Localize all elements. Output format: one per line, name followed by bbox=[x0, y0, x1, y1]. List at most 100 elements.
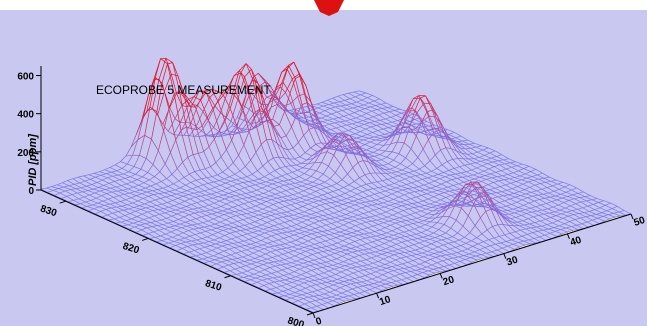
mesh-line bbox=[201, 117, 208, 127]
mesh-line bbox=[267, 90, 276, 105]
mesh-line bbox=[294, 198, 302, 203]
mesh-line bbox=[269, 281, 275, 284]
mesh-line bbox=[200, 230, 206, 234]
mesh-line bbox=[497, 224, 505, 236]
mesh-line bbox=[347, 167, 353, 175]
mesh-line bbox=[519, 209, 526, 212]
mesh-line bbox=[205, 193, 212, 196]
mesh-line bbox=[338, 281, 345, 284]
mesh-line bbox=[605, 205, 613, 209]
mesh-line bbox=[434, 251, 440, 254]
mesh-line bbox=[410, 196, 417, 200]
mesh-line bbox=[254, 221, 262, 226]
mesh-line bbox=[338, 208, 345, 212]
mesh-line bbox=[126, 218, 132, 221]
red-marker-icon bbox=[314, 0, 344, 16]
mesh-line bbox=[59, 192, 67, 197]
mesh-line bbox=[497, 159, 504, 162]
mesh-line bbox=[375, 197, 382, 201]
mesh-line bbox=[404, 251, 411, 253]
mesh-line bbox=[118, 194, 125, 197]
mesh-line bbox=[223, 193, 229, 196]
mesh-line bbox=[392, 249, 398, 252]
mesh-line bbox=[354, 131, 361, 135]
mesh-line bbox=[568, 214, 574, 217]
mesh-line bbox=[301, 184, 308, 187]
mesh-line bbox=[281, 173, 288, 177]
mesh-line bbox=[389, 203, 396, 206]
mesh-line bbox=[516, 199, 523, 203]
mesh-line bbox=[568, 198, 575, 201]
mesh-line bbox=[578, 212, 585, 214]
mesh-line bbox=[95, 176, 103, 181]
mesh-line bbox=[185, 126, 194, 155]
mesh-line bbox=[102, 198, 109, 202]
mesh-line bbox=[349, 96, 356, 100]
mesh-line bbox=[293, 284, 299, 288]
mesh-line bbox=[263, 285, 271, 290]
mesh-line bbox=[231, 199, 238, 203]
mesh-line bbox=[169, 225, 175, 228]
mesh-line bbox=[172, 234, 178, 238]
mesh-line bbox=[355, 223, 362, 227]
mesh-line bbox=[332, 300, 340, 304]
mesh-line bbox=[171, 73, 179, 77]
mesh-line bbox=[198, 153, 206, 169]
mesh-line bbox=[482, 257, 488, 259]
mesh-line bbox=[387, 107, 395, 111]
mesh-line bbox=[483, 170, 491, 175]
mesh-line bbox=[377, 239, 385, 244]
mesh-line bbox=[515, 215, 522, 218]
mesh-line bbox=[164, 191, 170, 194]
mesh-line bbox=[325, 260, 332, 263]
mesh-line bbox=[323, 235, 331, 240]
mesh-line bbox=[297, 167, 303, 171]
mesh-line bbox=[371, 255, 377, 259]
mesh-line bbox=[295, 164, 303, 169]
mesh-line bbox=[188, 96, 195, 100]
mesh-line bbox=[211, 250, 219, 254]
mesh-line bbox=[418, 95, 425, 104]
mesh-line bbox=[533, 216, 541, 222]
mesh-line bbox=[321, 283, 329, 288]
mesh-line bbox=[581, 200, 587, 203]
mesh-line bbox=[503, 179, 511, 184]
mesh-line bbox=[315, 228, 323, 232]
mesh-line bbox=[173, 122, 181, 135]
mesh-line bbox=[110, 187, 118, 192]
mesh-line bbox=[239, 70, 245, 78]
mesh-line bbox=[429, 115, 437, 118]
mesh-line bbox=[524, 189, 532, 193]
mesh-line bbox=[244, 261, 252, 265]
mesh-line bbox=[81, 207, 89, 212]
mesh-line bbox=[232, 185, 240, 190]
mesh-line bbox=[356, 99, 363, 103]
mesh-line bbox=[93, 187, 99, 190]
mesh-line bbox=[319, 204, 328, 210]
mesh-line bbox=[300, 179, 306, 183]
mesh-line bbox=[407, 167, 415, 172]
mesh-line bbox=[393, 268, 399, 271]
mesh-line bbox=[364, 289, 370, 292]
mesh-line bbox=[308, 186, 315, 189]
mesh-line bbox=[299, 266, 305, 270]
mesh-line bbox=[435, 216, 443, 219]
mesh-line bbox=[275, 131, 283, 148]
mesh-line bbox=[437, 222, 445, 225]
mesh-line bbox=[388, 200, 396, 204]
mesh-line bbox=[529, 184, 536, 188]
mesh-line bbox=[286, 246, 293, 249]
mesh-line bbox=[104, 203, 110, 206]
mesh-line bbox=[116, 170, 124, 175]
mesh-line bbox=[332, 189, 339, 192]
mesh-line bbox=[277, 290, 283, 294]
mesh-line bbox=[133, 186, 141, 191]
mesh-line bbox=[183, 253, 191, 258]
mesh-line bbox=[336, 255, 343, 260]
mesh-line bbox=[538, 215, 546, 220]
mesh-line bbox=[187, 246, 195, 251]
mesh-line bbox=[448, 242, 456, 248]
mesh-line bbox=[431, 205, 437, 208]
mesh-line bbox=[293, 287, 301, 291]
mesh-line bbox=[581, 223, 589, 228]
